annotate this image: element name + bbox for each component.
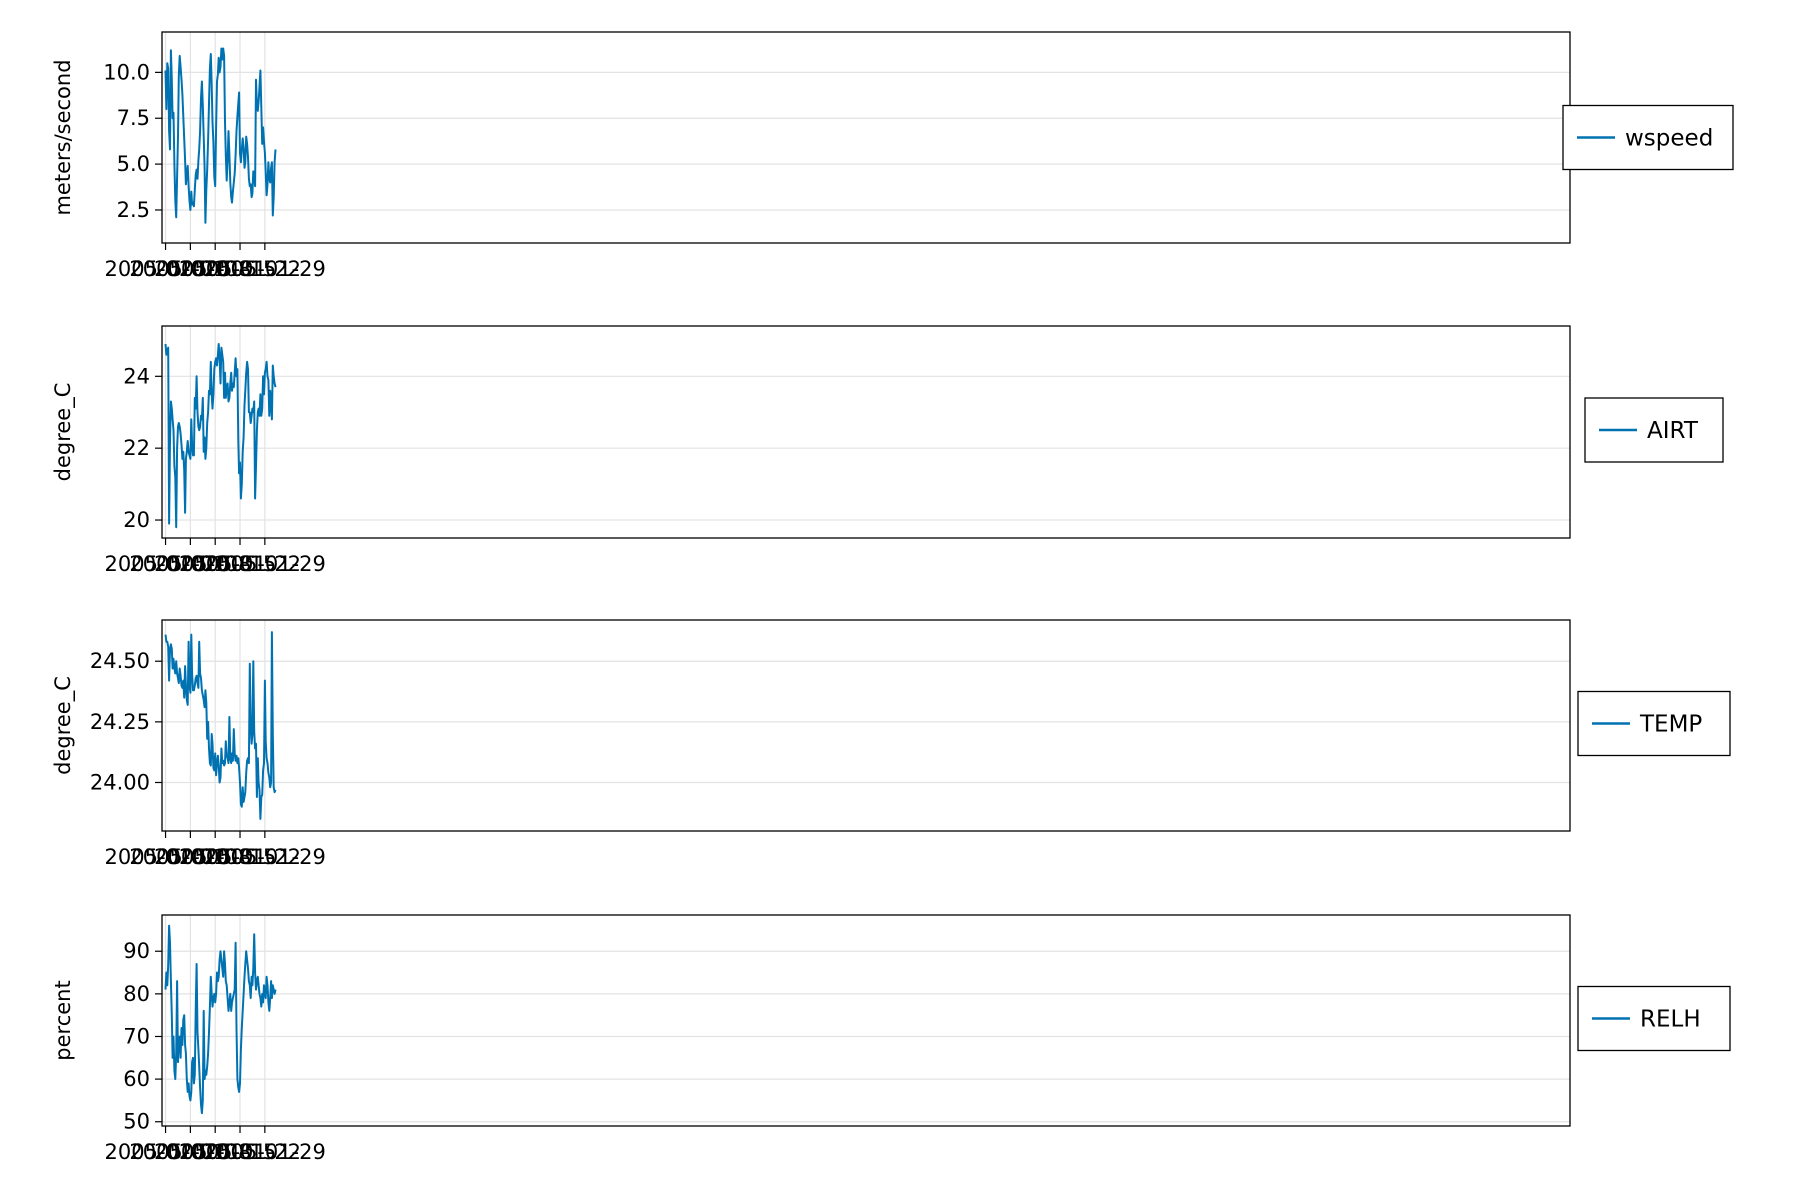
x-tick-label: 2005-01-15 (154, 257, 276, 281)
legend-label: TEMP (1639, 712, 1702, 738)
y-tick-label: 10.0 (103, 60, 150, 84)
y-tick-label: 24.25 (90, 710, 150, 734)
x-tick-label: 2005-01-22 (179, 257, 301, 281)
y-tick-label: 70 (123, 1024, 150, 1048)
y-axis-label: meters/second (51, 59, 75, 215)
legend: TEMP (1577, 690, 1731, 757)
y-axis-label: degree_C (51, 676, 76, 775)
x-tick-label: 2005-01-15 (154, 552, 276, 576)
legend-label: RELH (1640, 1007, 1701, 1033)
x-tick-label: 2005-01-29 (204, 257, 326, 281)
panel-3: 2005-01-012005-01-082005-01-152005-01-22… (51, 619, 1731, 869)
panel-2: 2005-01-012005-01-082005-01-152005-01-22… (51, 325, 1724, 576)
plot-frame (161, 619, 1571, 832)
x-tick-label: 2005-01-22 (179, 845, 301, 869)
y-axis-label: percent (51, 980, 75, 1060)
series-line-RELH (164, 924, 277, 1115)
x-tick-label: 2005-01-01 (105, 257, 227, 281)
legend: AIRT (1584, 397, 1724, 463)
x-tick-label: 2005-01-08 (129, 552, 251, 576)
x-tick-label: 2005-01-08 (129, 1140, 251, 1164)
y-tick-label: 24 (123, 364, 150, 388)
legend: RELH (1577, 985, 1731, 1052)
plot-frame (161, 31, 1571, 244)
y-tick-label: 7.5 (117, 106, 150, 130)
x-tick-label: 2005-01-29 (204, 1140, 326, 1164)
x-tick-label: 2005-01-15 (154, 845, 276, 869)
y-tick-label: 24.00 (90, 770, 150, 794)
x-tick-label: 2005-01-22 (179, 552, 301, 576)
y-tick-label: 2.5 (117, 198, 150, 222)
series-line-AIRT (164, 343, 277, 529)
y-axis-label: degree_C (51, 383, 76, 482)
x-tick-label: 2005-01-15 (154, 1140, 276, 1164)
x-tick-label: 2005-01-08 (129, 257, 251, 281)
legend-label: wspeed (1625, 126, 1713, 152)
x-tick-label: 2005-01-01 (105, 845, 227, 869)
x-tick-label: 2005-01-22 (179, 1140, 301, 1164)
legend: wspeed (1562, 104, 1734, 171)
y-tick-label: 60 (123, 1067, 150, 1091)
panel-4: 2005-01-012005-01-082005-01-152005-01-22… (51, 914, 1731, 1164)
plot-frame (161, 325, 1571, 539)
y-tick-label: 80 (123, 982, 150, 1006)
panel-1: 2005-01-012005-01-082005-01-152005-01-22… (51, 31, 1734, 281)
y-tick-label: 50 (123, 1110, 150, 1134)
x-tick-label: 2005-01-01 (105, 1140, 227, 1164)
y-tick-label: 22 (123, 436, 150, 460)
x-tick-label: 2005-01-01 (105, 552, 227, 576)
y-tick-label: 20 (123, 508, 150, 532)
plot-frame (161, 914, 1571, 1127)
series-line-wspeed (164, 47, 277, 224)
y-tick-label: 24.50 (90, 649, 150, 673)
y-tick-label: 90 (123, 939, 150, 963)
x-tick-label: 2005-01-29 (204, 552, 326, 576)
series-line-TEMP (164, 631, 277, 820)
y-tick-label: 5.0 (117, 152, 150, 176)
x-tick-label: 2005-01-08 (129, 845, 251, 869)
legend-label: AIRT (1647, 418, 1699, 444)
x-tick-label: 2005-01-29 (204, 845, 326, 869)
